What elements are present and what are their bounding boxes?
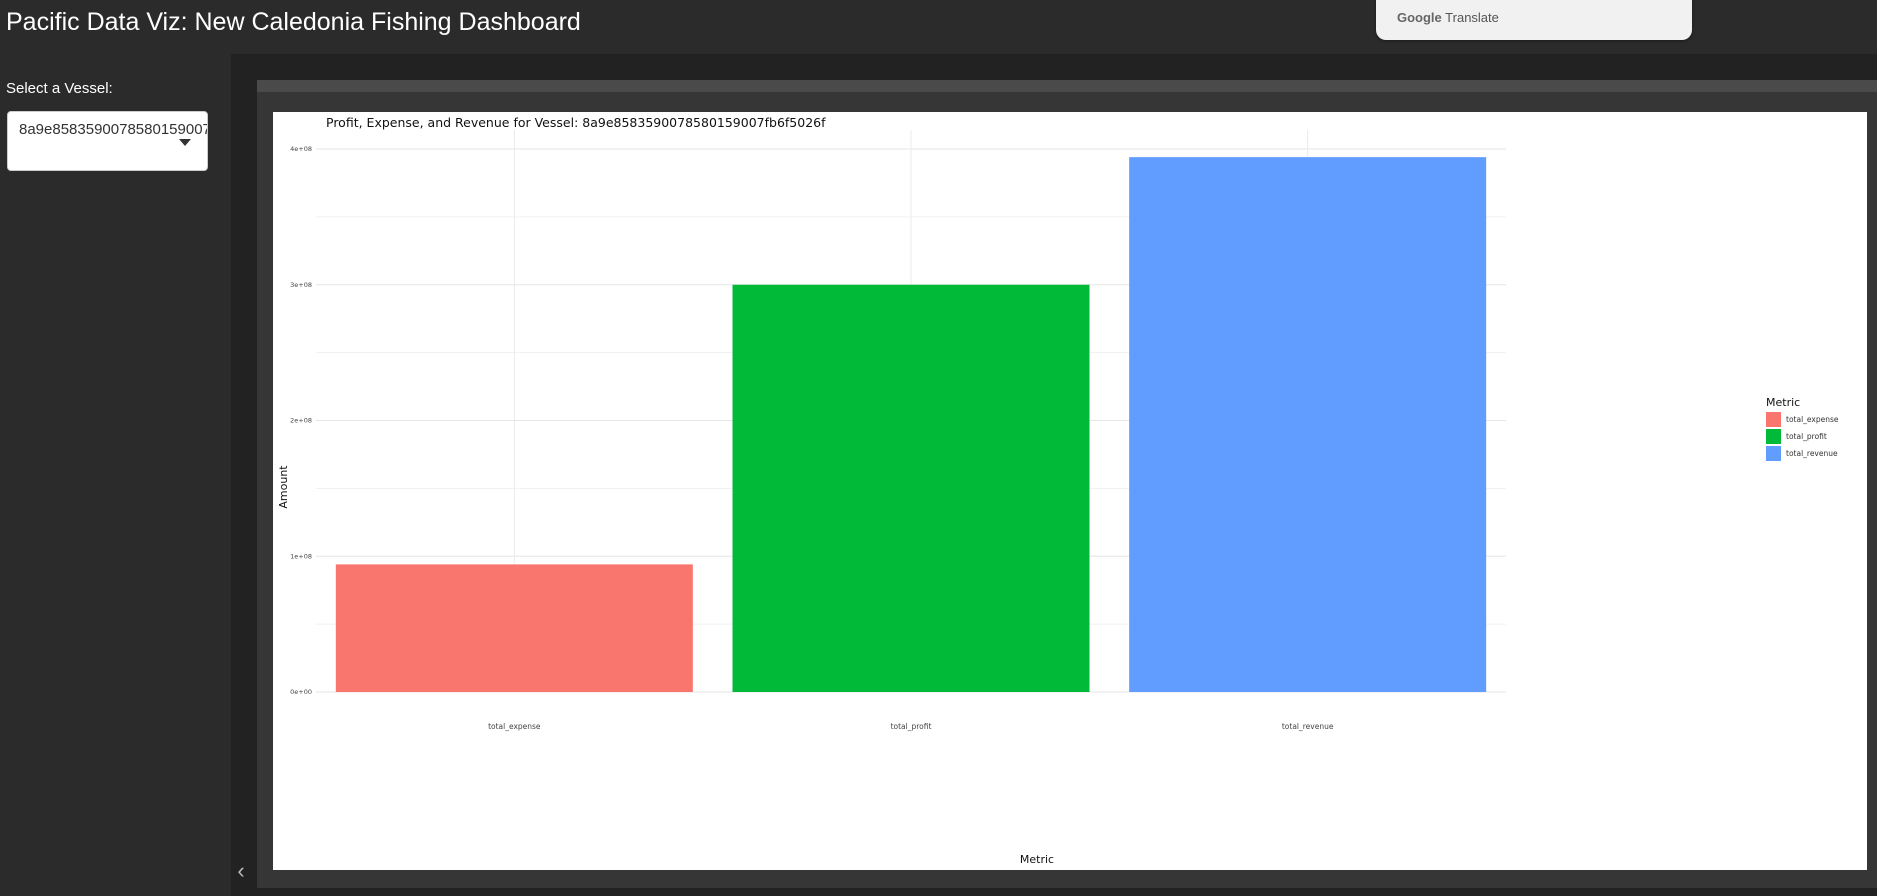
chevron-left-icon[interactable]: ‹ [237,858,245,883]
chart-title: Profit, Expense, and Revenue for Vessel:… [326,115,826,130]
caret-down-icon[interactable] [179,139,191,146]
y-tick-label: 4e+08 [290,145,312,153]
vessel-select-label: Select a Vessel: [6,80,113,97]
bar-total_expense [335,564,693,692]
y-axis-ticks: 0e+00 1e+08 2e+08 3e+08 4e+08 [290,145,312,696]
google-logo: Google [1397,10,1442,25]
legend-entry: total_profit [1786,432,1827,441]
legend-swatch [1766,412,1781,427]
google-translate-label: Google Translate [1397,10,1499,25]
main-panel: Profit, Expense, and Revenue for Vessel:… [231,54,1877,896]
x-axis-ticks: total_expense total_profit total_revenue [488,722,1334,731]
x-tick-label: total_revenue [1282,722,1334,731]
legend-swatch [1766,446,1781,461]
bar-total_revenue [1129,157,1487,692]
y-tick-label: 1e+08 [290,552,312,560]
translate-text: Translate [1445,10,1499,25]
google-translate-widget[interactable]: Google Translate [1376,0,1692,40]
x-axis-label: Metric [1020,853,1054,866]
legend: Metric total_expense total_profit total_re… [1766,396,1839,461]
x-tick-label: total_expense [488,722,541,731]
y-tick-label: 0e+00 [290,688,312,696]
card-header [257,80,1877,92]
plot-card: Profit, Expense, and Revenue for Vessel:… [257,80,1877,888]
legend-entry: total_revenue [1786,449,1838,458]
bar-total_profit [732,284,1090,692]
y-axis-label: Amount [277,465,290,509]
sidebar: Select a Vessel: 8a9e8583590078580159007… [0,54,231,896]
legend-entry: total_expense [1786,415,1839,424]
y-tick-label: 3e+08 [290,281,312,289]
app-title: Pacific Data Viz: New Caledonia Fishing … [6,8,581,36]
plot-panel: Profit, Expense, and Revenue for Vessel:… [273,112,1867,870]
y-tick-label: 2e+08 [290,417,312,425]
vessel-select[interactable]: 8a9e8583590078580159007fb6f5026f [7,111,208,171]
bars [335,157,1487,692]
x-tick-label: total_profit [891,722,932,731]
bar-chart: Profit, Expense, and Revenue for Vessel:… [277,115,1839,866]
vessel-select-value: 8a9e8583590078580159007fb6f5026f [19,121,207,138]
legend-swatch [1766,429,1781,444]
legend-title: Metric [1766,396,1800,409]
top-bar: Pacific Data Viz: New Caledonia Fishing … [0,0,1877,54]
